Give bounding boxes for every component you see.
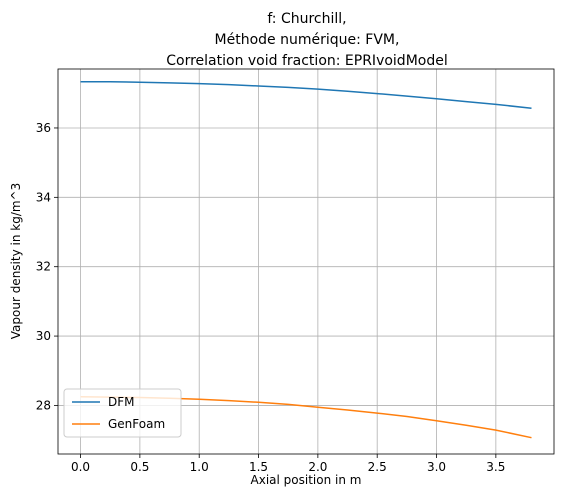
legend-label-dfm: DFM xyxy=(108,395,135,409)
y-tick-label: 36 xyxy=(36,121,51,135)
y-tick-label: 30 xyxy=(36,329,51,343)
grid xyxy=(58,69,554,454)
chart-title-line-3: Correlation void fraction: EPRIvoidModel xyxy=(166,53,447,69)
y-tick-label: 34 xyxy=(36,190,51,204)
y-tick-label: 32 xyxy=(36,260,51,274)
x-axis-label: Axial position in m xyxy=(251,473,362,487)
x-tick-label: 2.0 xyxy=(308,460,327,474)
series-line-dfm xyxy=(80,81,532,109)
x-tick-label: 2.5 xyxy=(368,460,387,474)
x-axis-ticks: 0.0 0.5 1.0 1.5 2.0 2.5 3.0 3.5 xyxy=(71,454,505,474)
x-tick-label: 0.0 xyxy=(71,460,90,474)
y-tick-label: 28 xyxy=(36,398,51,412)
x-tick-label: 3.0 xyxy=(427,460,446,474)
y-axis-label: Vapour density in kg/m^3 xyxy=(9,183,23,340)
chart-title-line-1: f: Churchill, xyxy=(267,11,346,27)
x-tick-label: 1.0 xyxy=(190,460,209,474)
chart-title-line-2: Méthode numérique: FVM, xyxy=(215,32,400,48)
legend: DFM GenFoam xyxy=(63,388,182,438)
plot-frame xyxy=(57,68,555,455)
legend-frame xyxy=(63,388,182,438)
legend-label-genfoam: GenFoam xyxy=(108,417,165,431)
x-tick-label: 0.5 xyxy=(130,460,149,474)
series-lines xyxy=(80,81,532,439)
y-axis-ticks: 28 30 32 34 36 xyxy=(36,121,58,412)
chart-title: f: Churchill, Méthode numérique: FVM, Co… xyxy=(166,11,447,69)
x-tick-label: 1.5 xyxy=(249,460,268,474)
x-tick-label: 3.5 xyxy=(486,460,505,474)
